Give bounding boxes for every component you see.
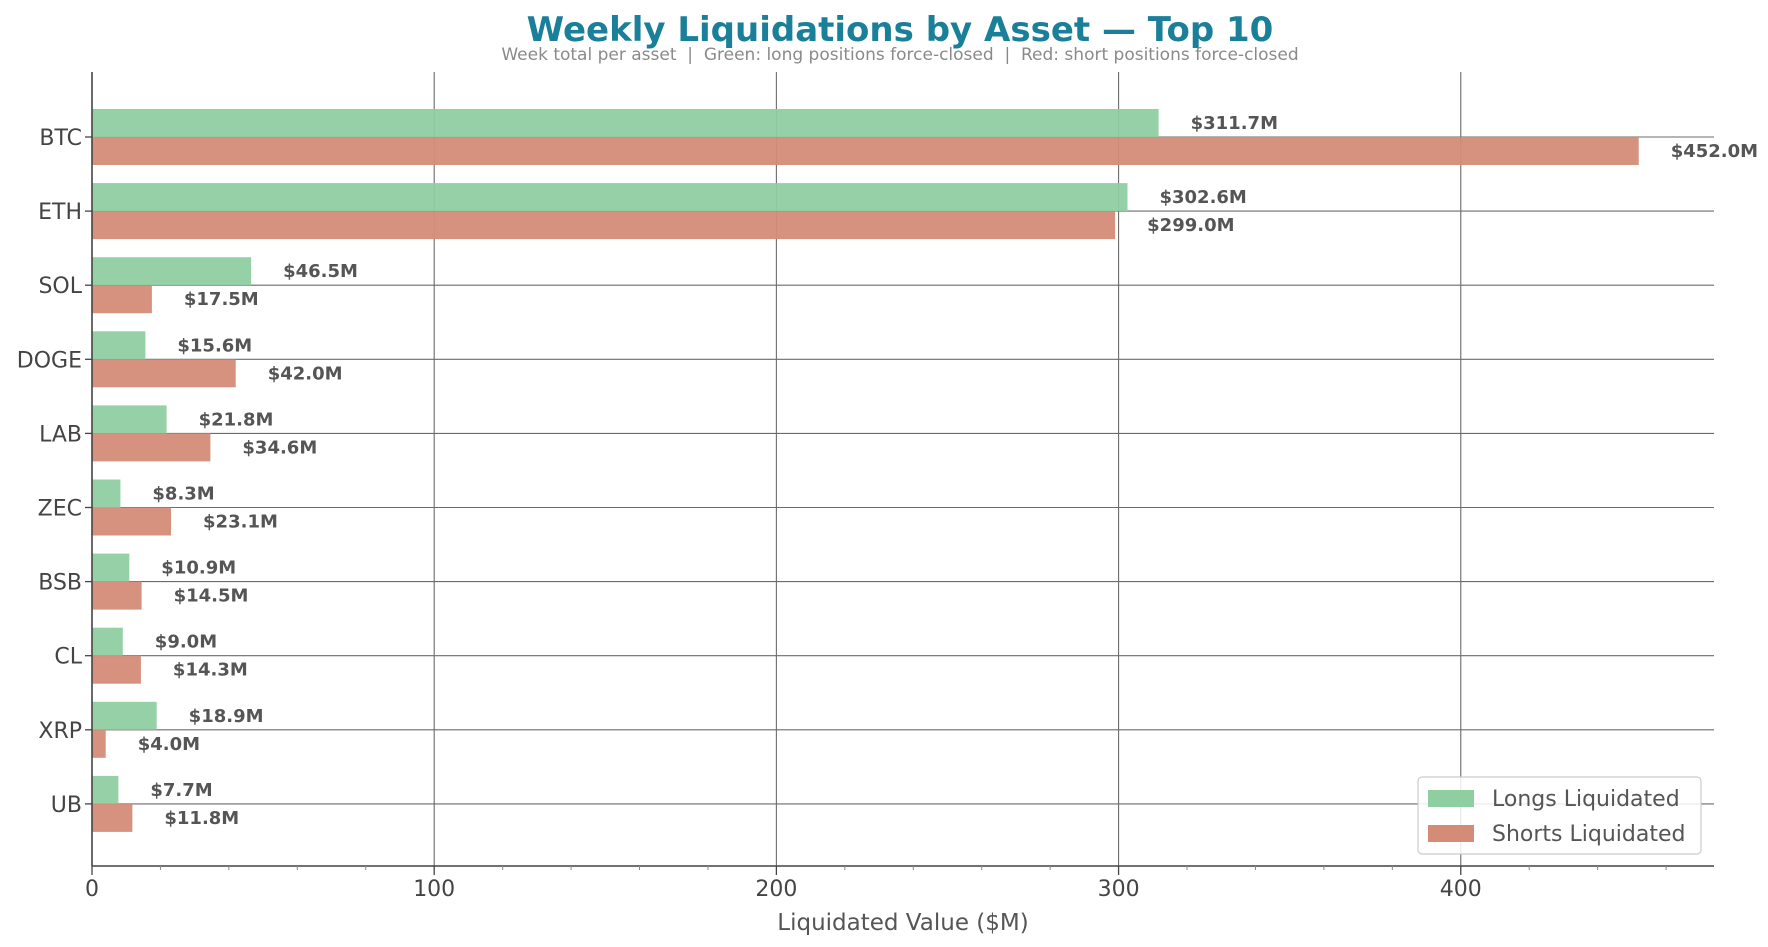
category-label-doge: DOGE [17, 348, 82, 373]
bars-layer [92, 109, 1639, 832]
value-label-shorts-doge: $42.0M [268, 363, 343, 384]
value-label-shorts-zec: $23.1M [203, 512, 278, 533]
value-label-longs-bsb: $10.9M [161, 558, 236, 579]
chart-subtitle: Week total per asset | Green: long posit… [501, 45, 1298, 65]
bar-shorts-zec [92, 507, 172, 536]
x-axis-title: Liquidated Value ($M) [777, 910, 1028, 936]
bar-longs-sol [92, 257, 252, 286]
category-label-lab: LAB [39, 422, 82, 447]
value-label-shorts-eth: $299.0M [1147, 215, 1234, 236]
bar-longs-ub [92, 775, 119, 804]
bar-longs-xrp [92, 701, 157, 730]
x-tick-label-400: 400 [1440, 877, 1482, 902]
value-label-shorts-lab: $34.6M [242, 437, 317, 458]
bar-shorts-lab [92, 433, 211, 462]
category-label-xrp: XRP [38, 719, 82, 744]
bar-longs-bsb [92, 553, 130, 582]
value-label-shorts-bsb: $14.5M [174, 586, 249, 607]
bar-longs-doge [92, 331, 146, 360]
x-tick-label-300: 300 [1098, 877, 1140, 902]
bar-shorts-sol [92, 285, 152, 314]
value-label-shorts-btc: $452.0M [1671, 141, 1758, 162]
chart-title: Weekly Liquidations by Asset — Top 10 [527, 10, 1274, 50]
bar-longs-cl [92, 627, 123, 656]
legend-swatch-shorts [1428, 825, 1474, 842]
x-tick-label-0: 0 [85, 877, 99, 902]
value-label-longs-zec: $8.3M [152, 484, 214, 505]
value-label-longs-doge: $15.6M [177, 335, 252, 356]
category-label-btc: BTC [39, 126, 82, 151]
bar-shorts-doge [92, 359, 236, 388]
legend-label-shorts: Shorts Liquidated [1492, 822, 1685, 847]
x-tick-label-200: 200 [755, 877, 797, 902]
value-label-shorts-ub: $11.8M [164, 808, 239, 829]
labels-layer: $311.7M $302.6M $46.5M $15.6M $21.8M $8.3M $10… [138, 113, 1758, 829]
legend-label-longs: Longs Liquidated [1492, 787, 1680, 812]
bar-longs-lab [92, 405, 167, 434]
category-label-cl: CL [54, 645, 82, 670]
bar-longs-btc [92, 109, 1159, 137]
bar-longs-zec [92, 479, 121, 508]
value-label-longs-ub: $7.7M [150, 780, 212, 801]
bar-longs-eth [92, 183, 1128, 212]
legend-swatch-longs [1428, 790, 1474, 807]
legend: Longs Liquidated Shorts Liquidated [1417, 776, 1702, 855]
bar-shorts-cl [92, 655, 141, 684]
value-label-shorts-sol: $17.5M [184, 289, 259, 310]
category-label-ub: UB [51, 793, 82, 818]
axes-layer: BTC ETH SOL DOGE LAB ZEC BSB CL XRP UB 0 100 200 300 4… [17, 72, 1714, 902]
category-label-eth: ETH [38, 200, 82, 225]
value-label-shorts-cl: $14.3M [173, 660, 248, 681]
value-label-longs-cl: $9.0M [155, 632, 217, 653]
bar-shorts-btc [92, 137, 1639, 165]
bar-shorts-eth [92, 211, 1116, 240]
bar-shorts-xrp [92, 729, 106, 758]
value-label-longs-eth: $302.6M [1159, 187, 1246, 208]
category-label-bsb: BSB [38, 571, 82, 596]
category-label-zec: ZEC [38, 497, 82, 522]
value-label-longs-xrp: $18.9M [189, 706, 264, 727]
bar-shorts-bsb [92, 581, 142, 610]
bar-shorts-ub [92, 803, 133, 832]
value-label-shorts-xrp: $4.0M [138, 734, 200, 755]
x-tick-label-100: 100 [413, 877, 455, 902]
legend-box [1417, 776, 1702, 855]
value-label-longs-sol: $46.5M [283, 261, 358, 282]
category-label-sol: SOL [38, 274, 82, 299]
value-label-longs-btc: $311.7M [1191, 113, 1278, 134]
value-label-longs-lab: $21.8M [199, 409, 274, 430]
